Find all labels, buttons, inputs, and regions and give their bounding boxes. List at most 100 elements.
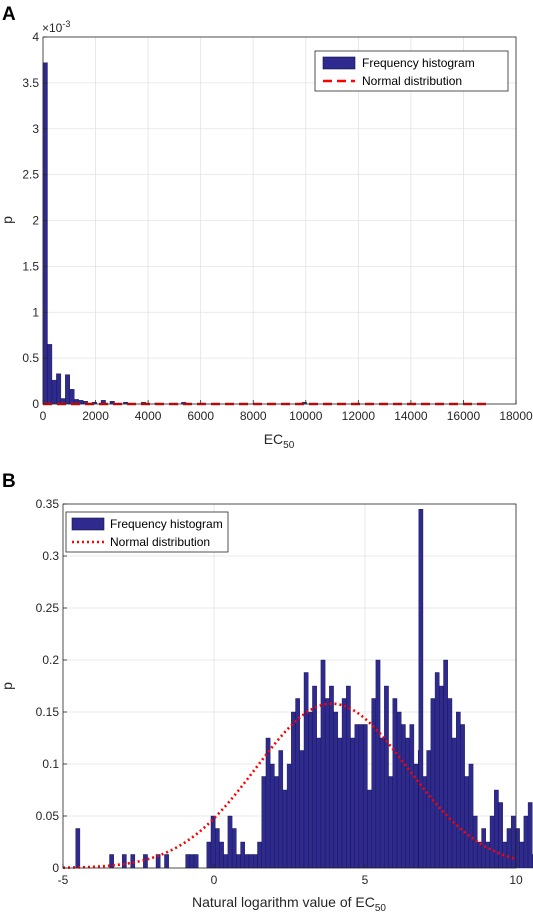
panel-a-xtick-label: 8000 — [240, 409, 267, 423]
panel-b-histogram-bar — [215, 828, 220, 869]
panel-b-histogram-bar — [384, 685, 389, 869]
panel-b-legend-bar-swatch — [71, 517, 105, 531]
panel-b-histogram-bar — [286, 763, 292, 869]
panel-b-histogram-bar — [341, 698, 347, 869]
panel-a-ytick-label: 1 — [32, 305, 39, 319]
panel-a-xtick-label: 0 — [40, 409, 47, 423]
panel-b-histogram-bar — [451, 737, 457, 869]
panel-b-histogram-bar — [274, 776, 279, 869]
panel-b-histogram-bar — [354, 724, 360, 869]
panel-a-histogram-bar — [69, 389, 75, 405]
panel-b-bars — [75, 509, 533, 869]
panel-a-xtick-label: 4000 — [135, 409, 162, 423]
panel-b-histogram-bar — [308, 711, 313, 869]
panel-b-histogram-bar — [257, 841, 262, 869]
panel-b-histogram-bar — [396, 711, 402, 869]
panel-b-histogram-bar — [405, 737, 410, 869]
panel-b-ytick-label: 0.05 — [36, 809, 60, 823]
panel-b-histogram-bar — [261, 776, 267, 869]
panel-b-histogram-bar — [358, 724, 364, 869]
panel-b-histogram-bar — [456, 711, 461, 869]
panel-b-histogram-bar — [401, 724, 406, 869]
panel-a-ytick-label: 0.5 — [22, 351, 39, 365]
panel-b-histogram-bar — [231, 828, 237, 869]
panel-a-ticks: 0 0.5 1 1.5 2 2.5 3 3.5 4 0 2000 4000 6000 8000 10000 1… — [22, 30, 533, 423]
panel-a-xtick-label: 2000 — [82, 409, 109, 423]
panel-a-ytick-label: 2 — [32, 214, 39, 228]
panel-b-histogram-bar — [312, 685, 317, 869]
panel-b-xtick-label: 0 — [211, 873, 218, 887]
panel-a-ytick-label: 4 — [32, 30, 39, 44]
panel-b-ytick-label: 0.3 — [42, 549, 59, 563]
panel-b-histogram-bar — [316, 737, 322, 869]
panel-b-histogram-bar — [510, 815, 516, 869]
panel-a-histogram-bar — [65, 374, 71, 405]
panel-b: B 00.050.10.150.20.250.30.35-5 0 5 10 Natur… — [0, 471, 533, 914]
panel-b-histogram-bar — [523, 815, 529, 869]
panel-b-ytick-label: 0.25 — [36, 601, 60, 615]
panel-b-histogram-bar — [329, 685, 334, 869]
panel-b-histogram-bar — [206, 841, 212, 869]
panel-a-xtick-label: 16000 — [447, 409, 481, 423]
panel-b-histogram-bar — [464, 776, 470, 869]
panel-b-histogram-bar — [460, 724, 465, 869]
panel-b-histogram-bar — [189, 854, 195, 869]
panel-b-histogram-bar — [375, 659, 381, 869]
panel-b-histogram-bar — [299, 750, 305, 869]
panel-b-histogram-bar — [506, 828, 512, 869]
panel-b-histogram-bar — [362, 724, 368, 869]
panel-b-ytick-label: 0.35 — [36, 497, 60, 511]
panel-b-histogram-bar — [236, 854, 241, 869]
panel-b-histogram-bar — [371, 698, 377, 869]
panel-b-histogram-bar — [443, 659, 448, 869]
panel-b-histogram-bar — [481, 828, 486, 869]
panel-a-legend: Frequency histogram Normal distribution — [314, 50, 509, 92]
panel-b-histogram-bar — [337, 737, 343, 869]
panel-b-histogram-bar — [164, 854, 169, 869]
panel-b-axes-box — [62, 503, 517, 869]
panel-b-histogram-bar — [185, 854, 191, 869]
panel-a-legend-normal: Normal distribution — [362, 74, 462, 88]
panel-b-histogram-bar — [519, 841, 525, 869]
panel-a-histogram-bar — [42, 62, 48, 405]
panel-b-histogram-bar — [324, 698, 330, 869]
panel-b-histogram-bar — [367, 789, 372, 869]
panel-b-histogram-bar — [350, 737, 355, 869]
panel-b-histogram-bar — [379, 737, 385, 869]
panel-b-histogram-bar — [498, 802, 503, 869]
panel-b-histogram-bar — [303, 672, 309, 869]
panel-b-y-axis-label: p — [0, 682, 15, 690]
panel-b-histogram-bar — [333, 711, 339, 869]
panel-b-histogram-bar — [346, 685, 351, 869]
panel-b-ytick-label: 0.1 — [42, 757, 59, 771]
panel-b-histogram-bar — [278, 750, 284, 869]
panel-b-histogram-bar — [418, 509, 424, 869]
panel-a-legend-histogram: Frequency histogram — [362, 56, 475, 70]
panel-b-histogram-bar — [320, 659, 326, 869]
panel-b-histogram-bar — [240, 841, 246, 869]
panel-b-histogram-bar — [527, 802, 533, 869]
panel-a-xtick-label: 18000 — [499, 409, 533, 423]
panel-a-xtick-label: 6000 — [187, 409, 214, 423]
panel-a-xtick-label: 12000 — [342, 409, 376, 423]
panel-b-xtick-label: 5 — [362, 873, 369, 887]
panel-b-legend-histogram: Frequency histogram — [110, 517, 223, 531]
panel-b-histogram-bar — [489, 815, 495, 869]
panel-b-histogram-bar — [282, 789, 288, 869]
panel-a-legend-bar-swatch — [322, 56, 356, 70]
panel-b-histogram-bar — [227, 815, 233, 869]
panel-b-histogram-bar — [430, 698, 436, 869]
panel-b-histogram-bar — [253, 854, 258, 869]
panel-a-bars — [42, 62, 307, 405]
panel-a-label: A — [2, 4, 16, 25]
panel-b-legend: Frequency histogram Normal distribution — [65, 511, 229, 553]
panel-b-histogram-bar — [295, 698, 300, 869]
panel-b-histogram-bar — [468, 763, 474, 869]
panel-b-histogram-bar — [494, 789, 499, 869]
panel-a-ytick-label: 3.5 — [22, 76, 39, 90]
panel-b-histogram-bar — [269, 763, 275, 869]
panel-b-histogram-bar — [219, 841, 224, 869]
panel-b-ticks: 00.050.10.150.20.250.30.35-5 0 5 10 — [36, 497, 523, 887]
panel-a-histogram-bar — [51, 379, 57, 405]
